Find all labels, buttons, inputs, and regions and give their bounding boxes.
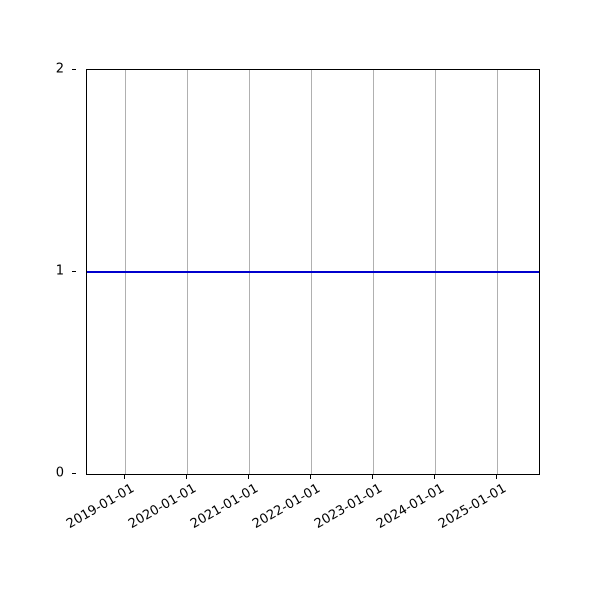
x-axis-tick-mark	[434, 475, 436, 479]
x-axis-tick-marks	[86, 475, 540, 480]
x-axis-tick-mark	[496, 475, 498, 479]
y-axis-tick-mark	[72, 271, 76, 273]
x-axis-tick-mark	[124, 475, 126, 479]
x-axis-tick-label: 2020-01-01	[126, 481, 199, 532]
x-axis-tick-label: 2021-01-01	[188, 481, 261, 532]
x-axis-tick-mark	[186, 475, 188, 479]
y-axis-tick-mark	[72, 473, 76, 475]
x-axis-tick-label: 2019-01-01	[64, 481, 137, 532]
x-axis-tick-mark	[248, 475, 250, 479]
plot-area	[86, 69, 540, 475]
x-axis-tick-label: 2025-01-01	[436, 481, 509, 532]
y-axis-tick-mark	[72, 69, 76, 71]
x-axis-tick-mark	[310, 475, 312, 479]
x-axis-tick-mark	[372, 475, 374, 479]
x-axis-tick-labels: 2019-01-01 2020-01-01 2021-01-01 2022-01-01…	[64, 481, 540, 592]
y-axis-tick-label: 2	[55, 61, 64, 77]
y-axis-tick-labels: 0 1 2	[0, 63, 76, 480]
data-line-series	[87, 271, 539, 273]
x-axis-tick-label: 2022-01-01	[250, 481, 323, 532]
y-axis-tick-label: 0	[55, 465, 64, 481]
x-axis-tick-label: 2024-01-01	[374, 481, 447, 532]
data-series-layer	[87, 70, 539, 474]
x-axis-tick-label: 2023-01-01	[312, 481, 385, 532]
y-axis-tick-label: 1	[55, 263, 64, 279]
